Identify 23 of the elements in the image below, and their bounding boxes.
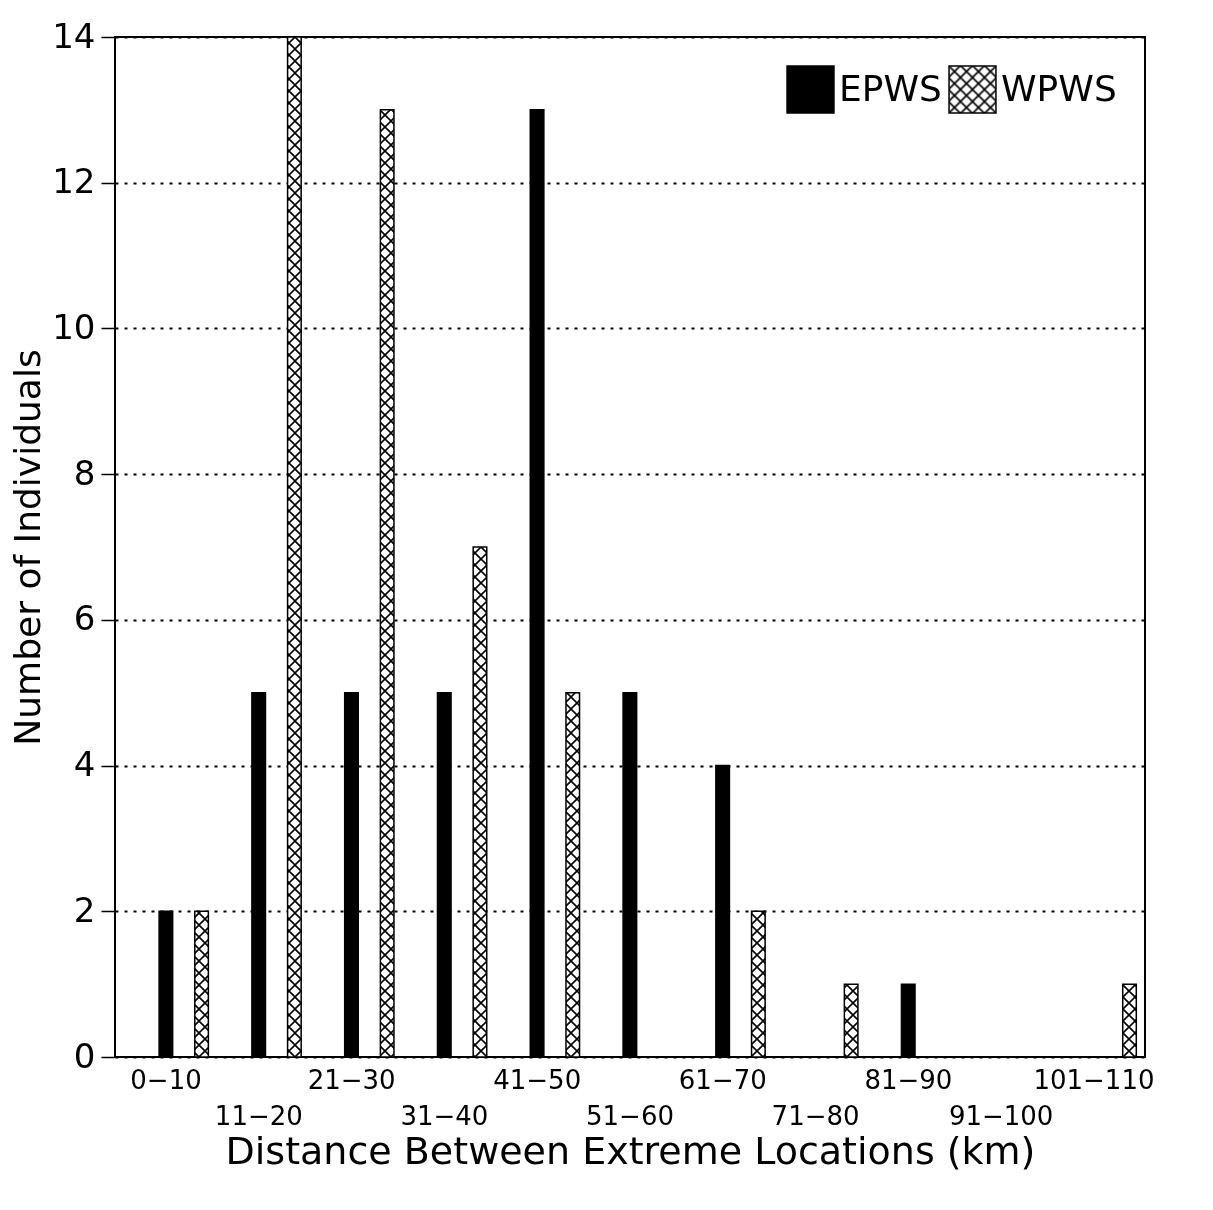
y-tick-label: 14 (52, 15, 96, 56)
x-tick-label: 91−100 (948, 1100, 1054, 1131)
x-axis-title: Distance Between Extreme Locations (km) (225, 1128, 1036, 1173)
y-tick-label: 2 (73, 889, 96, 930)
x-tick-label: 101−110 (1033, 1064, 1155, 1095)
x-tick-label: 0−10 (130, 1064, 202, 1095)
y-axis-title: Number of Individuals (7, 349, 49, 746)
y-tick-label: 6 (73, 598, 96, 639)
y-tick-label: 10 (52, 306, 96, 347)
x-tick-label: 21−30 (307, 1064, 396, 1095)
x-tick-label: 71−80 (771, 1100, 860, 1131)
x-tick-label: 31−40 (400, 1100, 489, 1131)
y-tick-label: 12 (52, 161, 96, 202)
legend-label: WPWS (1001, 67, 1117, 109)
x-tick-label: 11−20 (214, 1100, 303, 1131)
y-tick-label: 0 (73, 1035, 96, 1076)
legend-label: EPWS (839, 67, 942, 109)
x-tick-label: 61−70 (678, 1064, 767, 1095)
x-tick-label: 41−50 (493, 1064, 582, 1095)
x-tick-label: 81−90 (864, 1064, 953, 1095)
x-tick-label: 51−60 (586, 1100, 674, 1131)
y-tick-label: 4 (73, 744, 96, 785)
y-tick-label: 8 (73, 452, 96, 493)
